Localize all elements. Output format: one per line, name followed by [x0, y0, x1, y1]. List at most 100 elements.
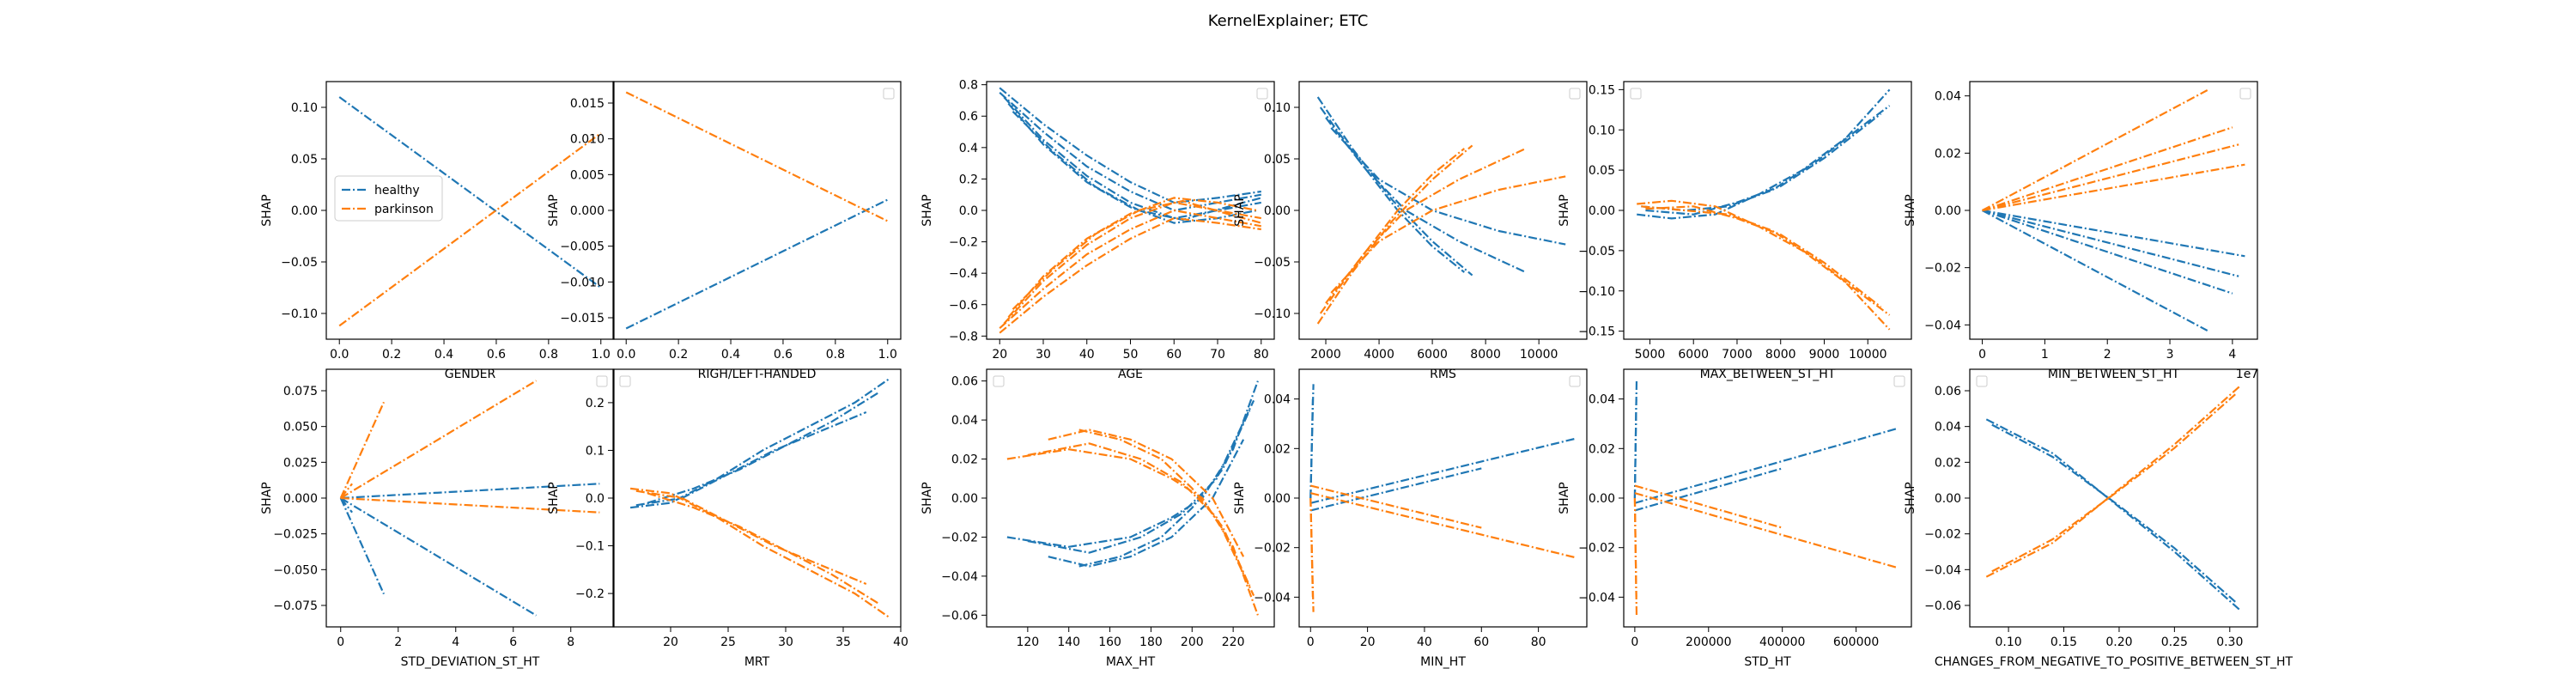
- series-line-blue-4: [339, 497, 353, 514]
- series-line-orange-3: [1645, 205, 1882, 308]
- series-line-orange-1: [1006, 448, 1259, 616]
- y-axis-label: SHAP: [1558, 194, 1571, 226]
- subplot-grid: 0.0 0.2 0.4 0.6 0.8 1.0−0.10−0.050.000.050.10…: [260, 79, 2293, 669]
- x-tick-label: 6: [509, 635, 517, 649]
- series-line-blue-2: [1641, 105, 1891, 212]
- x-tick-label: 0: [1631, 635, 1638, 649]
- y-axis-label: SHAP: [547, 482, 561, 514]
- x-tick-label: 4: [452, 635, 459, 649]
- series-line-blue-3: [340, 483, 600, 500]
- series-line-blue-1: [1316, 96, 1473, 277]
- y-tick-label: 0.10: [291, 101, 318, 115]
- x-tick-label: 220: [1222, 635, 1245, 649]
- y-tick-label: 0.04: [1589, 393, 1615, 407]
- x-tick-label: 20: [992, 348, 1007, 362]
- axes-frame: [1298, 81, 1588, 340]
- series-line-orange-2: [340, 380, 538, 499]
- x-tick-label: 9000: [1809, 348, 1840, 362]
- x-tick-label: 30: [1036, 348, 1051, 362]
- y-tick-label: −0.02: [941, 531, 978, 544]
- series-line-blue-3: [1007, 102, 1257, 224]
- x-tick-label: 600000: [1833, 635, 1879, 649]
- series-line-orange-4: [1634, 484, 1783, 529]
- y-tick-label: −0.10: [281, 307, 318, 321]
- y-tick-label: −0.02: [1924, 262, 1961, 276]
- axes-frame: [612, 81, 902, 340]
- x-axis-label: MRT: [744, 655, 770, 669]
- series-line-blue-1: [1985, 418, 2242, 612]
- y-axis-label: SHAP: [1904, 482, 1917, 514]
- x-tick-label: 8000: [1470, 348, 1501, 362]
- empty-legend-box: [1256, 88, 1268, 100]
- legend: healthy parkinson: [334, 175, 443, 222]
- y-tick-label: −0.05: [281, 256, 318, 270]
- series-line-blue-2: [635, 410, 867, 507]
- x-tick-label: 120: [1016, 635, 1039, 649]
- empty-legend-box: [1569, 88, 1581, 100]
- series-line-orange-4: [1310, 484, 1482, 529]
- x-axis-label: STD_HT: [1744, 655, 1791, 669]
- series-line-orange-4: [1982, 163, 2245, 212]
- y-axis-label: SHAP: [1558, 482, 1571, 514]
- series-line-orange-1: [625, 91, 889, 222]
- y-tick-label: 0.02: [951, 453, 978, 467]
- series-line-blue-3: [1645, 112, 1882, 216]
- x-tick-label: 0.8: [539, 348, 558, 362]
- x-tick-label: 0.0: [617, 348, 635, 362]
- x-tick-label: 0.25: [2161, 635, 2188, 649]
- y-tick-label: 0.0: [959, 204, 978, 218]
- y-tick-label: −0.075: [273, 599, 318, 613]
- series-line-blue-4: [1634, 467, 1783, 512]
- series-line-blue-4: [1310, 467, 1482, 512]
- x-tick-label: 0.10: [1996, 635, 2022, 649]
- y-tick-label: −0.02: [1254, 542, 1291, 556]
- series-group: [1309, 384, 1576, 612]
- series-line-blue-2: [1003, 96, 1261, 220]
- series-line-orange-1: [1316, 144, 1473, 325]
- y-tick-label: 0.015: [570, 97, 605, 111]
- y-tick-label: −0.050: [273, 563, 318, 577]
- series-line-orange-2: [1309, 497, 1314, 598]
- subplot-2: 0.0 0.2 0.4 0.6 0.8 1.0 −0.015 −0.010 −0.005 0.00…: [547, 81, 902, 381]
- y-tick-label: 0.0: [586, 492, 605, 506]
- series-group: [1985, 384, 2242, 612]
- empty-legend-box: [883, 88, 895, 100]
- empty-legend-box: [596, 375, 608, 387]
- x-tick-label: 35: [835, 635, 851, 649]
- series-line-orange-4: [1027, 442, 1255, 597]
- y-axis-label: SHAP: [1233, 482, 1247, 514]
- empty-legend-box: [2239, 88, 2251, 100]
- x-tick-label: 0.6: [487, 348, 506, 362]
- x-tick-label: 0.0: [330, 348, 349, 362]
- x-axis-label: MAX_BETWEEN_ST_HT: [1700, 368, 1836, 381]
- x-tick-label: 2000: [1310, 348, 1341, 362]
- empty-legend-box: [1893, 375, 1905, 387]
- y-axis-label: SHAP: [260, 194, 274, 226]
- x-tick-label: 400000: [1759, 635, 1805, 649]
- series-line-orange-3: [1325, 148, 1527, 304]
- y-tick-label: −0.04: [1924, 563, 1961, 577]
- series-group: [339, 380, 600, 617]
- y-tick-label: 0.010: [570, 133, 605, 147]
- x-tick-label: 60: [1473, 635, 1489, 649]
- subplot-4: 2000 4000 6000 8000 10000 −0.10 −0.05 0.00 0.05 0…: [1233, 81, 1588, 381]
- x-tick-label: 180: [1139, 635, 1163, 649]
- subplot-9: 120 140 160 180 200 220 −0.06 −0.04 −0.02 0.00 0.0…: [920, 368, 1275, 669]
- x-tick-label: 25: [720, 635, 736, 649]
- series-line-blue-3: [1310, 437, 1576, 504]
- axes-frame: [612, 368, 902, 628]
- x-tick-label: 200: [1181, 635, 1204, 649]
- series-line-orange-3: [1982, 143, 2239, 212]
- y-tick-label: 0.00: [1935, 492, 1961, 506]
- y-tick-label: −0.06: [941, 609, 978, 623]
- series-group: [1982, 89, 2245, 331]
- series-line-orange-3: [647, 492, 878, 605]
- series-line-blue-1: [1637, 88, 1891, 220]
- series-line-orange-2: [1641, 205, 1891, 316]
- y-tick-label: 0.10: [1264, 101, 1291, 115]
- x-axis-label: MAX_HT: [1106, 655, 1156, 669]
- series-line-blue-4: [1012, 111, 1262, 222]
- x-tick-label: 20: [1360, 635, 1376, 649]
- x-tick-label: 0.6: [774, 348, 793, 362]
- y-tick-label: −0.005: [560, 240, 605, 254]
